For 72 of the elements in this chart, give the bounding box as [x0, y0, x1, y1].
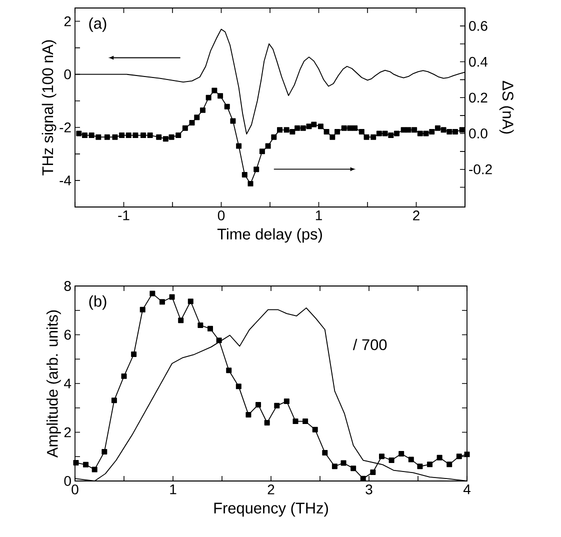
x-tick-label: 4 — [463, 484, 470, 494]
y-tick-label: 0 — [64, 476, 71, 486]
y2-tick-label: -0.2 — [469, 164, 492, 174]
y-tick-label: -4 — [60, 176, 72, 186]
x-tick-label: 0 — [72, 484, 78, 494]
point — [446, 462, 452, 468]
x-axis-title: Frequency (THz) — [214, 502, 328, 517]
point — [83, 462, 89, 468]
point — [417, 464, 423, 470]
point — [73, 460, 79, 466]
point — [159, 299, 165, 305]
point — [207, 326, 213, 332]
y-axis-title: THz signal (100 nA) — [42, 40, 56, 176]
point — [388, 458, 394, 464]
y2-tick-label: 0.4 — [469, 56, 488, 67]
point — [378, 454, 384, 460]
point — [284, 398, 290, 404]
point — [131, 352, 137, 357]
y-tick-label: 2 — [64, 16, 71, 26]
point — [216, 338, 222, 344]
point — [198, 322, 204, 328]
point — [178, 318, 184, 324]
point — [121, 373, 127, 379]
y2-tick-label: 0.2 — [469, 92, 488, 103]
y-tick-label: 2 — [64, 427, 71, 438]
x-tick-label: 2 — [268, 484, 274, 494]
point — [256, 402, 262, 408]
x-tick-label: 2 — [413, 210, 420, 220]
x-axis-title: Time delay (ps) — [217, 228, 322, 243]
y2-axis-title: ΔS (nA) — [499, 80, 514, 134]
point — [102, 449, 108, 454]
point — [188, 298, 194, 304]
point — [408, 456, 414, 462]
x-tick-label: 3 — [366, 484, 372, 494]
x-tick-label: 1 — [316, 210, 322, 220]
annotation: (b) — [89, 295, 106, 310]
point — [436, 454, 442, 460]
point — [264, 420, 270, 426]
point — [312, 426, 318, 432]
point — [236, 384, 242, 390]
point — [292, 418, 298, 424]
y-tick-label: 8 — [64, 281, 71, 291]
x-tick-label: 0 — [218, 210, 225, 220]
y2-tick-label: 0.6 — [469, 20, 488, 31]
y-axis-title: Amplitude (arb. units) — [46, 310, 61, 458]
y-tick-label: 4 — [64, 378, 72, 388]
y2-tick-label: 0.0 — [469, 128, 488, 138]
point — [226, 368, 232, 374]
point — [92, 466, 98, 472]
point — [274, 402, 280, 408]
x-tick-label: 1 — [170, 484, 176, 494]
point — [169, 294, 175, 300]
point — [140, 306, 146, 312]
point — [350, 466, 356, 472]
point — [322, 450, 328, 456]
point — [332, 464, 338, 470]
point — [398, 450, 404, 456]
point — [302, 418, 308, 424]
point — [456, 454, 462, 460]
annotation: / 700 — [352, 338, 387, 350]
point — [370, 469, 376, 475]
point — [340, 460, 346, 466]
y-tick-label: 6 — [64, 330, 71, 340]
y-tick-label: -2 — [60, 122, 71, 132]
point — [111, 398, 117, 404]
point — [246, 412, 252, 418]
point — [464, 452, 470, 458]
point — [427, 462, 433, 468]
annotation: (a) — [89, 17, 106, 32]
y-tick-label: 0 — [64, 69, 71, 80]
point — [150, 290, 156, 296]
x-tick-label: -1 — [118, 210, 130, 220]
